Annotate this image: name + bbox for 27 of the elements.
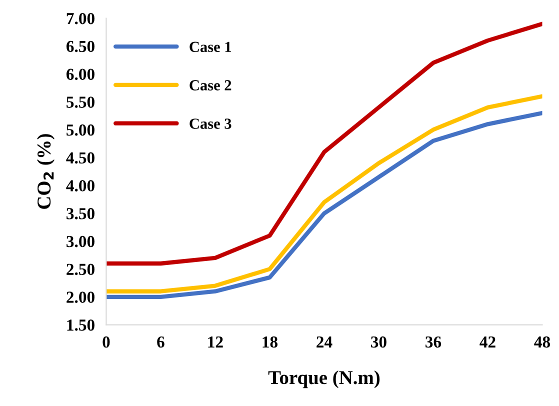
x-tick-label: 18 [262,336,278,348]
y-tick-label: 2.00 [66,292,94,303]
y-tick-label: 2.50 [66,264,94,276]
y-tick-label: 6.00 [66,68,94,80]
y-tick-label: 4.00 [66,180,94,192]
x-tick-label: 30 [371,336,386,348]
x-tick-label: 24 [316,336,332,348]
x-axis-title: Torque (N.m) [268,370,380,388]
y-axis-title: CO$_{2}$ (%) [36,134,55,209]
legend-label: Case 2 [190,80,232,90]
y-tick-label: 5.00 [66,124,94,136]
y-tick-label: 1.50 [67,320,94,331]
x-tick-label: 0 [102,336,110,348]
y-tick-label: 7.00 [66,12,94,24]
x-tick-label: 12 [208,336,223,348]
x-tick-label: 36 [426,336,442,348]
x-tick-label: 48 [534,336,550,348]
y-tick-label: 6.50 [66,40,94,52]
line-series [106,22,542,266]
y-tick-label: 3.00 [66,236,94,248]
y-tick-label: 5.50 [66,96,94,108]
x-tick-label: 42 [480,336,496,348]
legend-label: Case 3 [190,118,232,129]
x-tick-label: 6 [157,336,164,348]
y-tick-label: 3.50 [66,208,94,220]
legend-label: Case 1 [190,42,231,52]
y-tick-label: 4.50 [66,152,94,164]
